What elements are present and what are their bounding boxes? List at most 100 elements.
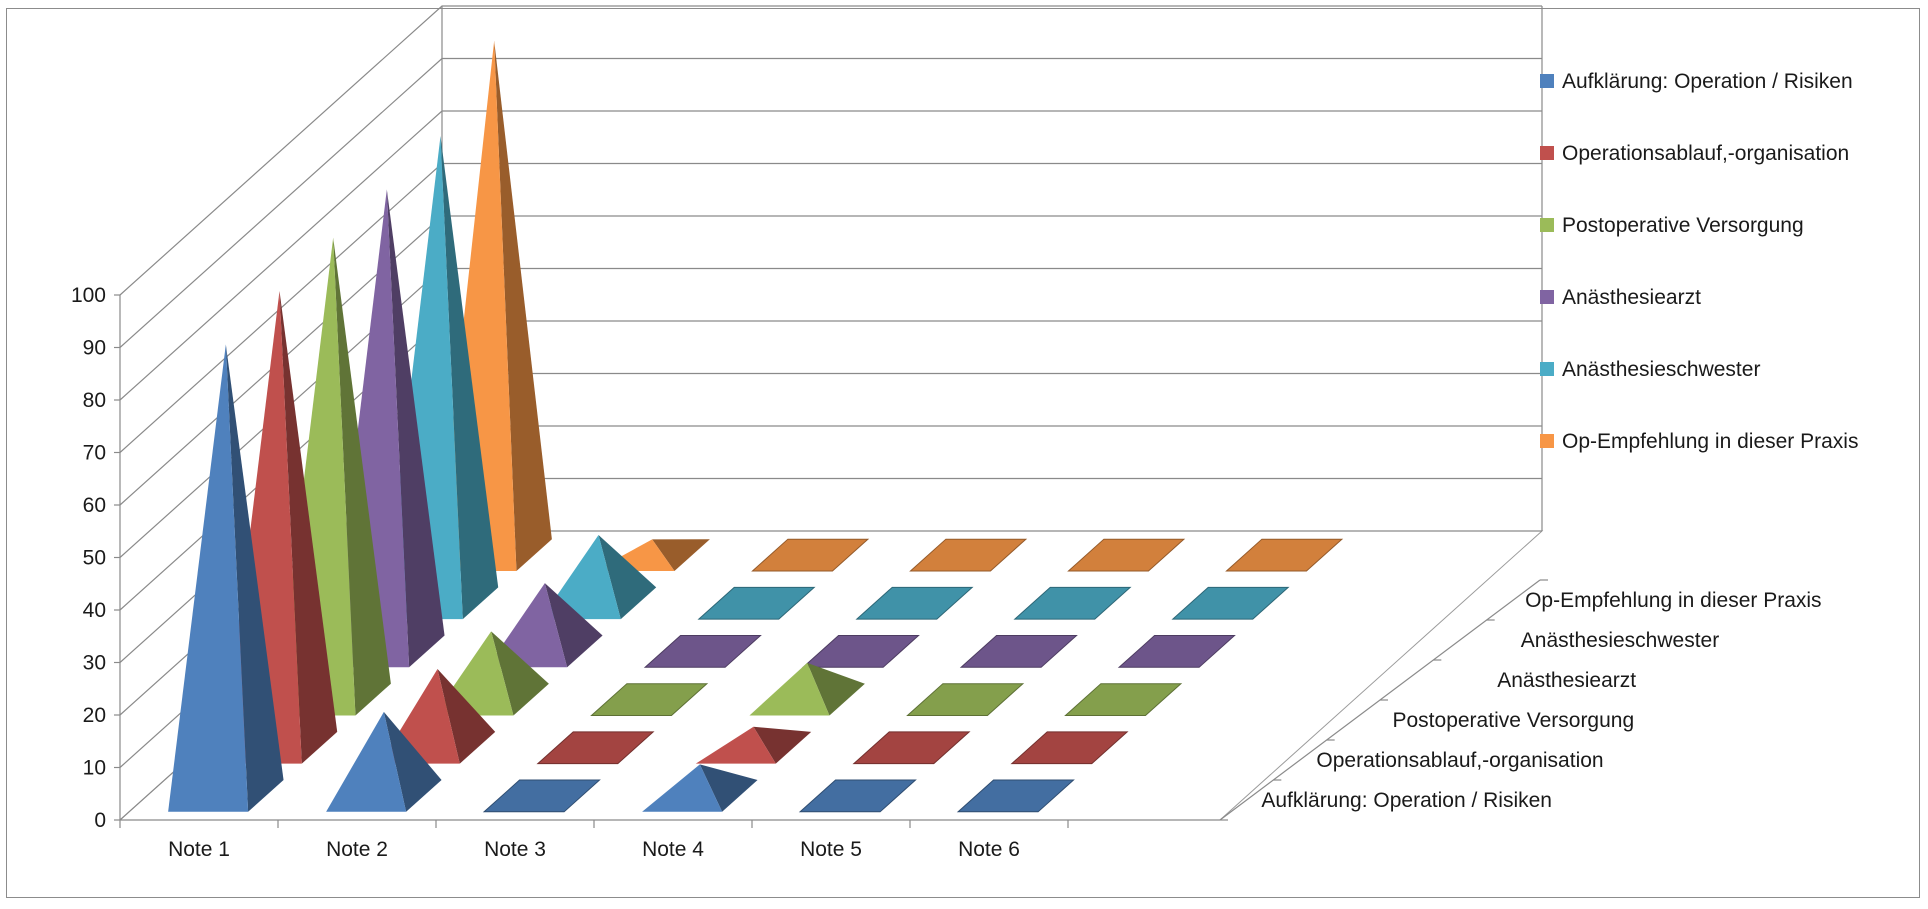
legend-item[interactable]: Anästhesieschwester (1540, 358, 1760, 381)
pyramid-mark (1225, 538, 1344, 572)
flat-pyramid-base (959, 635, 1078, 668)
pyramid-side-face (544, 583, 603, 668)
pyramid-mark (909, 538, 1028, 572)
pyramid-mark (695, 726, 812, 764)
pyramid-mark (697, 586, 816, 620)
y-tick-label: 60 (83, 494, 106, 517)
pyramid-mark (855, 586, 974, 620)
legend-swatch (1540, 218, 1554, 232)
pyramid-mark (168, 344, 284, 812)
legend-label: Anästhesiearzt (1562, 286, 1701, 309)
legend-item[interactable]: Op-Empfehlung in dieser Praxis (1540, 430, 1858, 453)
legend-swatch (1540, 290, 1554, 304)
legend-swatch (1540, 146, 1554, 160)
legend[interactable]: Aufklärung: Operation / Risiken Operation… (1540, 70, 1858, 453)
pyramid-front-face (642, 764, 723, 812)
pyramid-mark (326, 711, 442, 812)
pyramid-side-face (279, 291, 338, 764)
y-tick-label: 90 (83, 337, 106, 360)
x-tick-label: Note 6 (958, 838, 1020, 861)
pyramid-side-face (494, 40, 552, 571)
y-tick-label: 40 (83, 599, 106, 622)
legend-swatch (1540, 434, 1554, 448)
pyramid-mark (1010, 731, 1129, 765)
flat-pyramid-base (643, 635, 762, 668)
x-tick-label: Note 2 (326, 838, 388, 861)
flat-pyramid-base (1117, 635, 1236, 668)
depth-tick-label: Op-Empfehlung in dieser Praxis (1525, 589, 1821, 612)
pyramid-mark (852, 731, 971, 765)
legend-label: Aufklärung: Operation / Risiken (1562, 70, 1853, 93)
legend-item[interactable]: Aufklärung: Operation / Risiken (1540, 70, 1853, 93)
x-tick-label: Note 1 (168, 838, 230, 861)
flat-pyramid-base (798, 779, 917, 813)
flat-pyramid-base (482, 779, 601, 813)
pyramid-mark (1064, 683, 1183, 716)
axes (114, 294, 1548, 828)
x-tick-label: Note 5 (800, 838, 862, 861)
flat-pyramid-base (1225, 538, 1344, 572)
legend-label: Anästhesieschwester (1562, 358, 1760, 381)
tick-labels: 0 10 20 30 40 50 60 70 80 90 100 Note 1 Note 2 Note 3… (71, 284, 1822, 861)
legend-label: Postoperative Versorgung (1562, 214, 1804, 237)
pyramid-side-face (491, 631, 549, 716)
flat-pyramid-base (909, 538, 1028, 572)
flat-pyramid-base (855, 586, 974, 620)
pyramid-side-face (652, 539, 710, 571)
x-tick-label: Note 4 (642, 838, 704, 861)
pyramid-side-face (333, 237, 391, 716)
pyramid-side-face (437, 669, 496, 764)
pyramid-mark (798, 779, 917, 813)
y-tick-label: 20 (83, 704, 106, 727)
flat-pyramid-base (751, 538, 870, 572)
pyramid-side-face (807, 662, 865, 716)
pyramid-mark (643, 635, 762, 668)
pyramid-mark (590, 683, 709, 716)
pyramid-mark (959, 635, 1078, 668)
y-tick-label: 50 (83, 547, 106, 570)
pyramid-side-face (440, 136, 499, 620)
y-tick-label: 100 (71, 284, 106, 307)
legend-item[interactable]: Operationsablauf,-organisation (1540, 142, 1849, 165)
pyramid-mark (482, 779, 601, 813)
pyramid-mark (1067, 538, 1186, 572)
flat-pyramid-base (536, 731, 655, 765)
y-tick-label: 0 (94, 809, 106, 832)
flat-pyramid-base (1013, 586, 1132, 620)
pyramid-side-face (598, 535, 657, 620)
pyramid-mark (751, 538, 870, 572)
depth-tick-label: Anästhesiearzt (1497, 669, 1636, 692)
pyramid-mark (1013, 586, 1132, 620)
flat-pyramid-base (1010, 731, 1129, 765)
depth-tick-label: Operationsablauf,-organisation (1316, 749, 1603, 772)
pyramid-side-face (386, 189, 445, 668)
pyramid-mark (956, 779, 1075, 813)
legend-item[interactable]: Postoperative Versorgung (1540, 214, 1804, 237)
pyramid-mark (642, 764, 758, 812)
pyramid-front-face (326, 711, 407, 812)
pyramid-side-face (699, 764, 758, 812)
pyramid-mark (536, 731, 655, 765)
depth-tick-label: Anästhesieschwester (1521, 629, 1719, 652)
pyramid-side-face (225, 344, 284, 812)
y-tick-label: 10 (83, 757, 106, 780)
y-tick-label: 30 (83, 652, 106, 675)
flat-pyramid-base (852, 731, 971, 765)
pyramid-mark (1171, 586, 1290, 620)
pyramid-mark (801, 635, 920, 668)
legend-label: Op-Empfehlung in dieser Praxis (1562, 430, 1858, 453)
pyramid-front-face (695, 726, 776, 764)
legend-swatch (1540, 362, 1554, 376)
x-tick-label: Note 3 (484, 838, 546, 861)
flat-pyramid-base (590, 683, 709, 716)
pyramid-front-face (749, 662, 830, 716)
y-tick-label: 70 (83, 442, 106, 465)
pyramid-front-face (168, 344, 249, 812)
pyramid-mark (906, 683, 1025, 716)
pyramid-side-face (383, 711, 442, 812)
y-tick-label: 80 (83, 389, 106, 412)
legend-item[interactable]: Anästhesiearzt (1540, 286, 1701, 309)
flat-pyramid-base (1171, 586, 1290, 620)
depth-tick-label: Postoperative Versorgung (1393, 709, 1635, 732)
